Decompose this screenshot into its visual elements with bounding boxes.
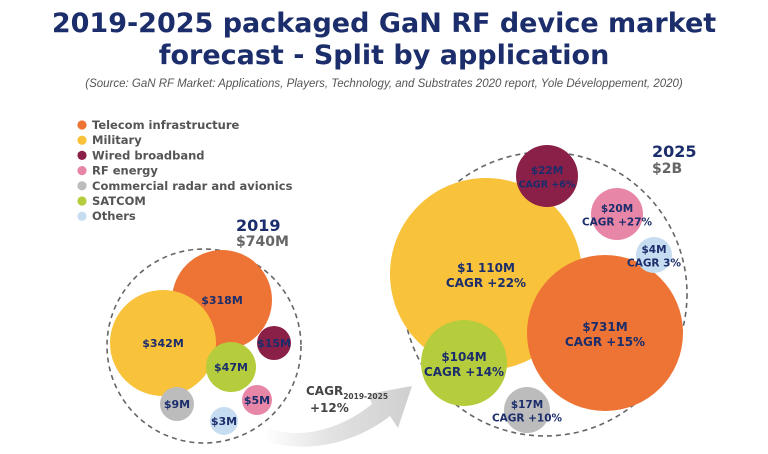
bubble-2025-rf bbox=[591, 188, 643, 240]
cagr-label: CAGR bbox=[306, 384, 343, 398]
bubble-value-2019-radar: $9M bbox=[164, 398, 190, 411]
bubble-value-2025-telecom: $731M bbox=[582, 320, 627, 334]
bubble-value-2019-wired: $15M bbox=[257, 337, 291, 350]
bubble-2019-radar bbox=[160, 387, 194, 421]
bubble-value-2025-radar: $17M bbox=[511, 399, 543, 411]
bubble-value-2025-rf: $20M bbox=[601, 203, 633, 215]
legend-label-military: Military bbox=[92, 133, 142, 147]
bubble-value-2019-military: $342M bbox=[142, 337, 184, 350]
legend-marker-telecom bbox=[77, 120, 87, 130]
chart-title: 2019-2025 packaged GaN RF device market … bbox=[0, 8, 768, 72]
legend-label-telecom: Telecom infrastructure bbox=[92, 118, 239, 132]
legend-marker-military bbox=[77, 135, 87, 145]
total-label-2025: $2B bbox=[652, 161, 682, 177]
bubble-cagr-2025-radar: CAGR +10% bbox=[492, 413, 563, 425]
legend-marker-satcom bbox=[77, 196, 87, 206]
bubble-2019-wired bbox=[257, 326, 291, 360]
bubble-cagr-2025-others: CAGR 3% bbox=[627, 258, 681, 270]
year-label-2025: 2025 bbox=[652, 142, 697, 161]
bubble-2025-radar bbox=[504, 387, 550, 433]
legend-label-wired: Wired broadband bbox=[92, 148, 205, 162]
total-label-2019: $740M bbox=[236, 234, 289, 250]
bubble-cagr-2025-wired: CAGR +6% bbox=[519, 180, 576, 191]
legend-marker-radar bbox=[77, 181, 87, 191]
legend-label-radar: Commercial radar and avionics bbox=[92, 179, 293, 193]
bubble-2019-satcom bbox=[206, 342, 256, 392]
chart-title-line-2: forecast - Split by application bbox=[158, 40, 610, 71]
chart-subtitle: (Source: GaN RF Market: Applications, Pl… bbox=[85, 78, 683, 90]
bubble-2025-telecom bbox=[527, 255, 683, 411]
bubble-2025-others bbox=[636, 237, 672, 273]
year-label-2019: 2019 bbox=[236, 216, 281, 235]
bubble-cagr-2025-military: CAGR +22% bbox=[446, 276, 526, 290]
bubble-cagr-2025-satcom: CAGR +14% bbox=[424, 365, 504, 379]
legend-label-others: Others bbox=[92, 209, 136, 223]
legend-marker-wired bbox=[77, 150, 87, 160]
legend-marker-rf bbox=[77, 166, 87, 176]
bubble-value-2025-wired: $22M bbox=[531, 165, 563, 177]
legend-label-satcom: SATCOM bbox=[92, 194, 146, 208]
envelope-2019 bbox=[106, 248, 302, 444]
bubble-value-2025-satcom: $104M bbox=[441, 350, 486, 364]
bubble-2019-others bbox=[210, 407, 238, 435]
bubble-value-2019-telecom: $318M bbox=[201, 294, 243, 307]
bubble-2025-wired bbox=[516, 145, 578, 207]
legend-label-rf: RF energy bbox=[92, 164, 158, 178]
bubble-value-2019-others: $3M bbox=[211, 415, 237, 428]
bubble-2019-military bbox=[110, 290, 216, 396]
bubble-cagr-2025-telecom: CAGR +15% bbox=[565, 335, 645, 349]
cagr-period: 2019-2025 bbox=[343, 392, 388, 401]
growth-arrow bbox=[264, 386, 412, 447]
cagr-value: +12% bbox=[310, 401, 349, 415]
bubble-value-2025-military: $1 110M bbox=[457, 261, 515, 275]
bubble-value-2019-satcom: $47M bbox=[214, 361, 248, 374]
bubble-2025-satcom bbox=[421, 320, 507, 406]
bubble-2019-rf bbox=[242, 385, 272, 415]
bubble-cagr-2025-rf: CAGR +27% bbox=[582, 217, 653, 229]
cagr-annotation: CAGR2019-2025 +12% bbox=[306, 384, 392, 415]
year-2019-group: 2019$740M $318M $342M $47M $15M $5M $9M $3M bbox=[106, 216, 302, 444]
bubble-value-2019-rf: $5M bbox=[244, 394, 270, 407]
legend-marker-others bbox=[77, 211, 87, 221]
bubble-value-2025-others: $4M bbox=[641, 244, 666, 256]
chart-title-line-1: 2019-2025 packaged GaN RF device market bbox=[51, 8, 717, 39]
